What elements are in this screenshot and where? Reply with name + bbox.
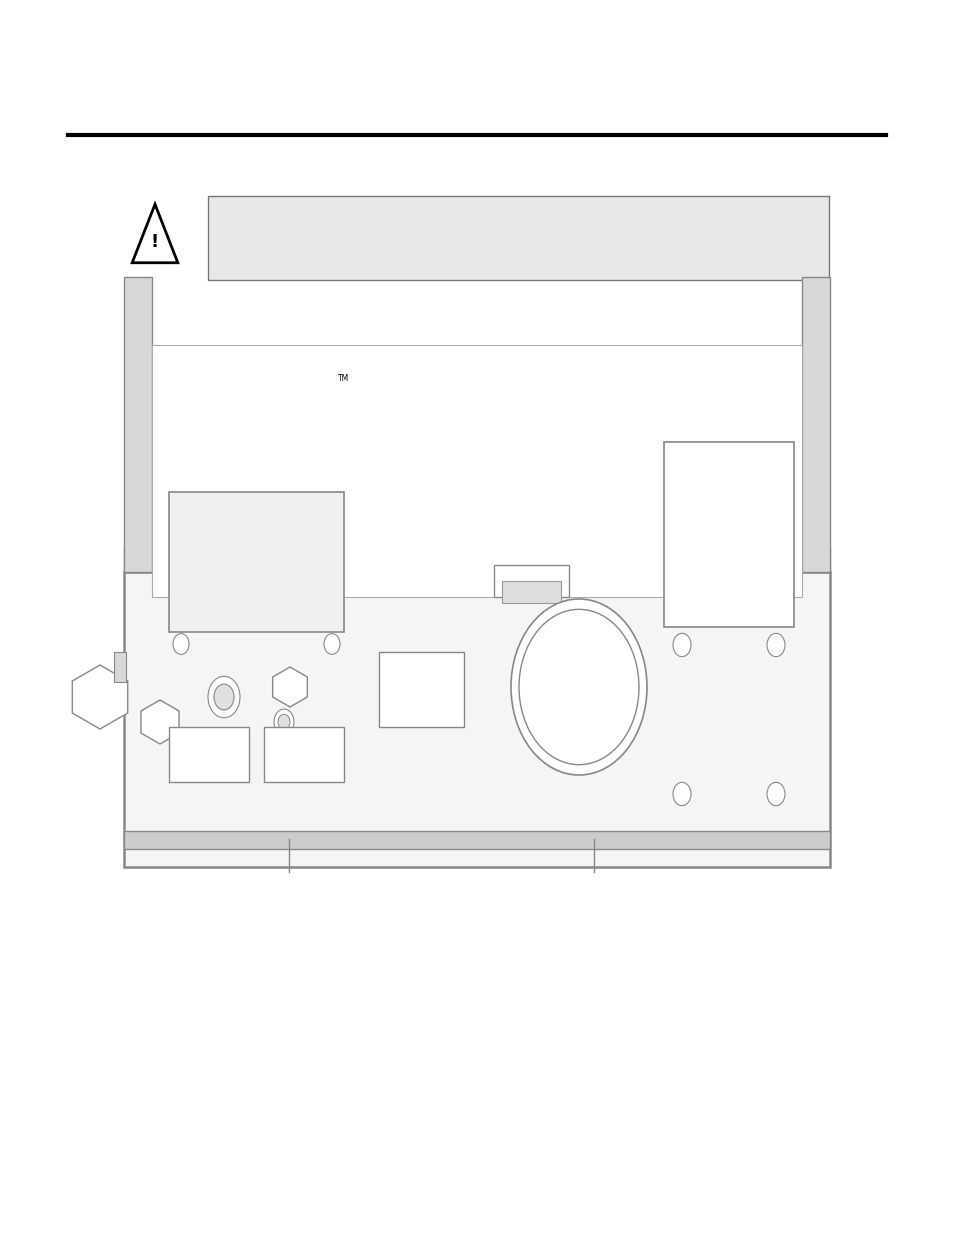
Bar xyxy=(189,564,264,597)
Bar xyxy=(169,727,249,782)
Circle shape xyxy=(672,782,690,805)
Circle shape xyxy=(408,679,419,695)
Bar xyxy=(501,580,560,603)
Circle shape xyxy=(277,714,290,730)
Bar xyxy=(196,580,255,603)
Bar xyxy=(378,652,463,727)
Bar xyxy=(264,727,344,782)
Circle shape xyxy=(324,634,339,655)
Polygon shape xyxy=(273,667,307,706)
Bar xyxy=(124,831,829,848)
Bar xyxy=(124,572,829,867)
Polygon shape xyxy=(132,204,177,263)
Circle shape xyxy=(511,599,646,776)
Circle shape xyxy=(518,609,639,764)
Circle shape xyxy=(213,684,233,710)
Polygon shape xyxy=(72,664,128,729)
Bar xyxy=(124,277,152,572)
Polygon shape xyxy=(141,700,179,743)
Circle shape xyxy=(766,782,784,805)
Circle shape xyxy=(172,750,189,771)
Circle shape xyxy=(172,634,189,655)
Bar xyxy=(124,547,829,572)
Text: TM: TM xyxy=(337,374,349,383)
Bar xyxy=(169,492,344,632)
Circle shape xyxy=(208,677,240,718)
Circle shape xyxy=(672,634,690,657)
Bar xyxy=(801,277,829,572)
Circle shape xyxy=(274,709,294,735)
Bar xyxy=(113,652,126,682)
Bar xyxy=(663,442,793,627)
Bar xyxy=(494,564,568,597)
Bar xyxy=(208,196,828,280)
Circle shape xyxy=(403,674,423,700)
Text: !: ! xyxy=(151,232,159,251)
Circle shape xyxy=(324,750,339,771)
Circle shape xyxy=(766,634,784,657)
Bar xyxy=(152,345,801,597)
